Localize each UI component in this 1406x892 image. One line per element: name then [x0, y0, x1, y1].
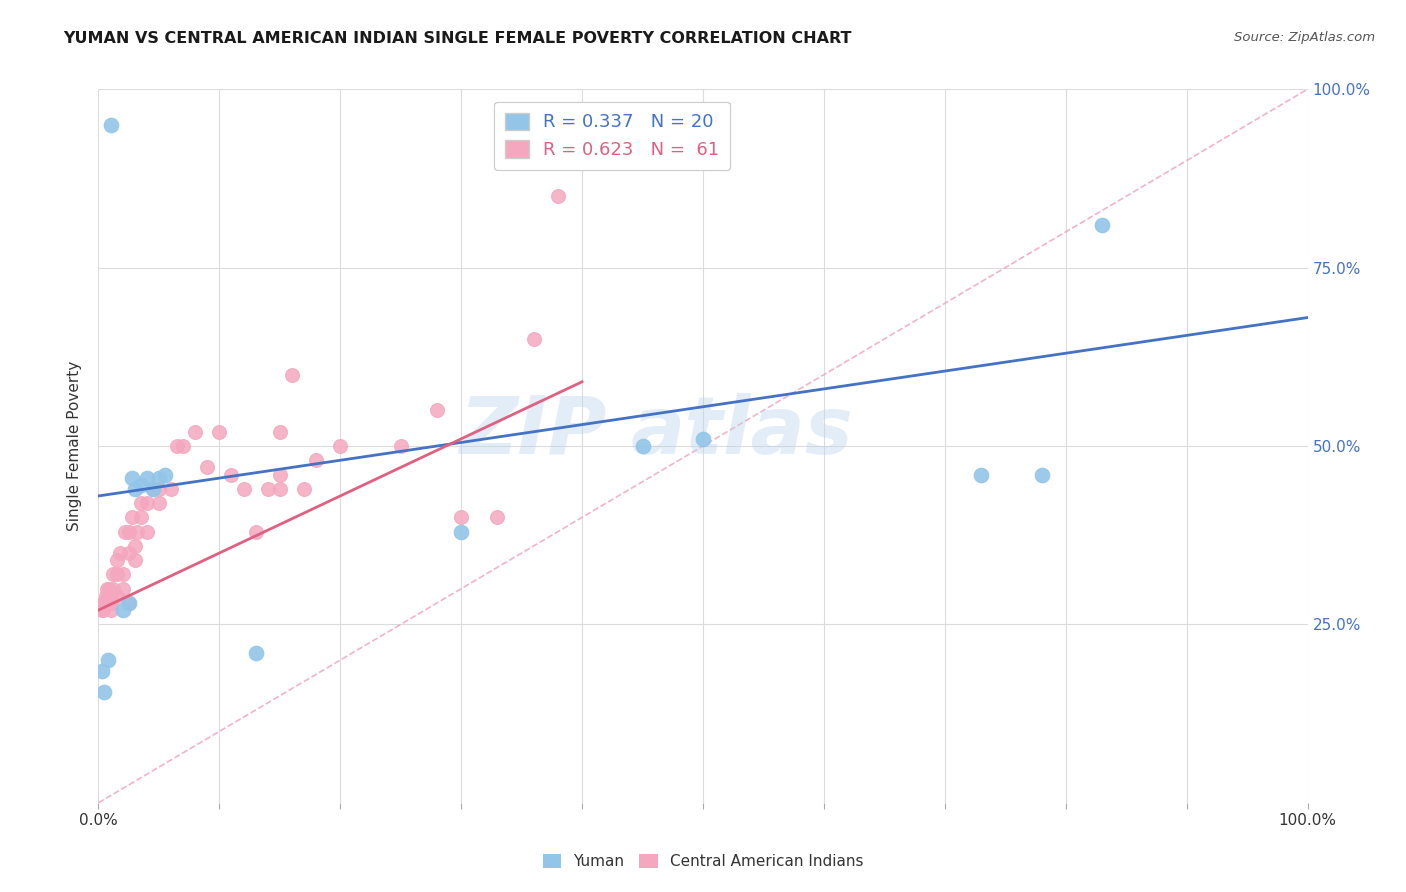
Point — [100, 589, 122, 603]
Point — [93, 596, 115, 610]
Point — [692, 432, 714, 446]
Point — [118, 524, 141, 539]
Text: Source: ZipAtlas.com: Source: ZipAtlas.com — [1234, 31, 1375, 45]
Point — [105, 553, 128, 567]
Point — [389, 439, 412, 453]
Point — [91, 603, 114, 617]
Point — [281, 368, 304, 382]
Point — [97, 596, 120, 610]
Point — [292, 482, 315, 496]
Point — [256, 482, 278, 496]
Point — [129, 496, 152, 510]
Point — [94, 596, 117, 610]
Point — [118, 596, 141, 610]
Point — [114, 524, 136, 539]
Point — [135, 471, 157, 485]
Point — [111, 603, 134, 617]
Point — [101, 582, 124, 596]
Point — [426, 403, 449, 417]
Point — [105, 589, 128, 603]
Point — [94, 589, 117, 603]
Point — [96, 582, 118, 596]
Point — [96, 596, 118, 610]
Point — [124, 482, 146, 496]
Point — [108, 546, 131, 560]
Point — [98, 582, 121, 596]
Point — [129, 510, 152, 524]
Point — [172, 439, 194, 453]
Point — [97, 653, 120, 667]
Point — [245, 646, 267, 660]
Point — [970, 467, 993, 482]
Point — [195, 460, 218, 475]
Point — [121, 510, 143, 524]
Point — [245, 524, 267, 539]
Point — [160, 482, 183, 496]
Point — [329, 439, 352, 453]
Point — [98, 596, 121, 610]
Point — [101, 567, 124, 582]
Point — [166, 439, 188, 453]
Legend: Yuman, Central American Indians: Yuman, Central American Indians — [537, 848, 869, 875]
Point — [232, 482, 254, 496]
Point — [631, 439, 654, 453]
Text: atlas: atlas — [630, 392, 853, 471]
Point — [450, 524, 472, 539]
Point — [100, 118, 122, 132]
Point — [305, 453, 328, 467]
Point — [121, 471, 143, 485]
Point — [124, 553, 146, 567]
Point — [135, 524, 157, 539]
Point — [142, 482, 165, 496]
Point — [221, 467, 243, 482]
Point — [127, 524, 149, 539]
Point — [129, 478, 152, 492]
Point — [105, 567, 128, 582]
Point — [91, 664, 114, 678]
Point — [450, 510, 472, 524]
Point — [118, 546, 141, 560]
Point — [111, 567, 134, 582]
Point — [153, 467, 176, 482]
Point — [486, 510, 509, 524]
Point — [523, 332, 546, 346]
Point — [208, 425, 231, 439]
Point — [184, 425, 207, 439]
Point — [111, 582, 134, 596]
Point — [93, 685, 115, 699]
Point — [91, 603, 114, 617]
Text: ZIP: ZIP — [458, 392, 606, 471]
Point — [100, 596, 122, 610]
Y-axis label: Single Female Poverty: Single Female Poverty — [67, 361, 83, 531]
Point — [269, 482, 291, 496]
Point — [97, 589, 120, 603]
Point — [135, 496, 157, 510]
Point — [118, 596, 141, 610]
Point — [91, 596, 114, 610]
Point — [148, 471, 170, 485]
Point — [1091, 218, 1114, 232]
Point — [269, 467, 291, 482]
Legend: R = 0.337   N = 20, R = 0.623   N =  61: R = 0.337 N = 20, R = 0.623 N = 61 — [495, 102, 730, 170]
Point — [142, 482, 165, 496]
Point — [124, 539, 146, 553]
Point — [100, 603, 122, 617]
Point — [269, 425, 291, 439]
Point — [148, 482, 170, 496]
Text: YUMAN VS CENTRAL AMERICAN INDIAN SINGLE FEMALE POVERTY CORRELATION CHART: YUMAN VS CENTRAL AMERICAN INDIAN SINGLE … — [63, 31, 852, 46]
Point — [1031, 467, 1053, 482]
Point — [148, 496, 170, 510]
Point — [547, 189, 569, 203]
